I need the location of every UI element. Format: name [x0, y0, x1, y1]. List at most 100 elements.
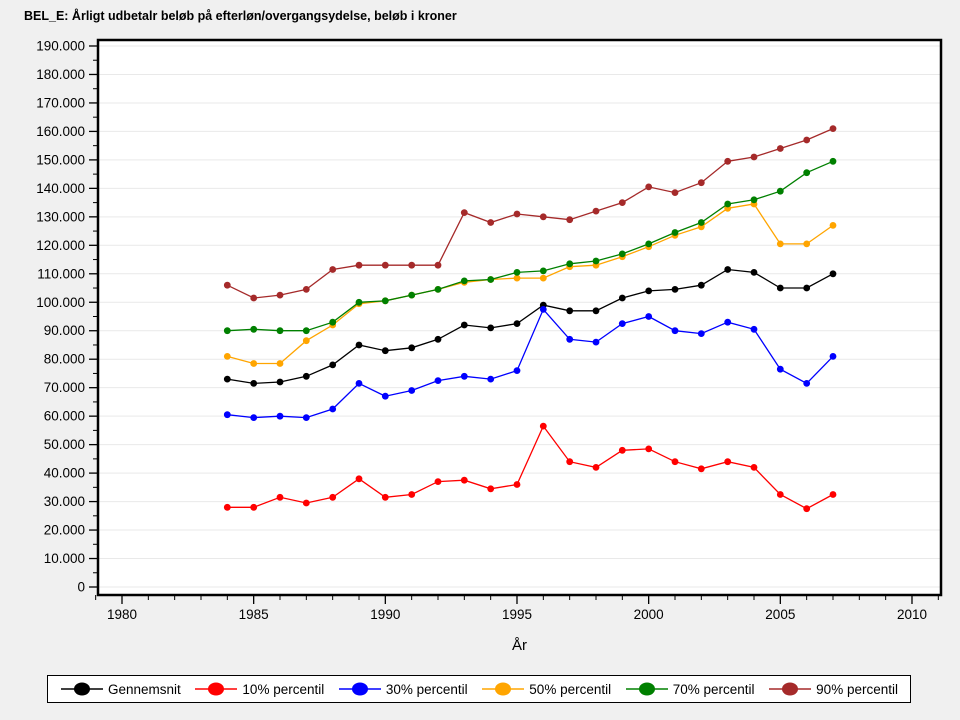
series-point-30-percentil [223, 411, 231, 419]
series-point-70-percentil [329, 318, 337, 326]
y-tick-label: 120.000 [36, 238, 85, 253]
legend-label: Gennemsnit [108, 681, 181, 697]
series-point-70-percentil [460, 277, 468, 285]
series-point-10-percentil [697, 465, 705, 473]
series-point-gennemsnit [566, 307, 574, 315]
series-point-90-percentil [434, 261, 442, 269]
series-point-90-percentil [460, 209, 468, 217]
series-point-10-percentil [750, 464, 758, 471]
series-point-10-percentil [592, 464, 600, 471]
series-point-10-percentil [460, 476, 468, 484]
series-point-70-percentil [381, 297, 389, 305]
series-point-30-percentil [671, 327, 679, 335]
series-point-gennemsnit [460, 321, 468, 329]
series-point-gennemsnit [592, 307, 600, 315]
series-point-70-percentil [671, 229, 679, 236]
series-point-30-percentil [724, 318, 732, 326]
series-point-10-percentil [381, 493, 389, 501]
series-point-70-percentil [803, 169, 811, 177]
legend-item-gennemsnit: Gennemsnit [60, 681, 181, 697]
y-tick-label: 30.000 [44, 494, 85, 509]
series-point-30-percentil [645, 313, 653, 320]
legend-marker-icon [482, 682, 525, 696]
series-point-gennemsnit [829, 270, 837, 278]
series-point-50-percentil [513, 274, 521, 282]
series-line-10-percentil [227, 424, 834, 510]
series-point-90-percentil [671, 189, 679, 197]
y-tick-label: 90.000 [44, 323, 85, 338]
series-point-30-percentil [329, 405, 337, 413]
series-point-70-percentil [276, 327, 284, 335]
series-point-30-percentil [434, 377, 442, 384]
series-point-30-percentil [355, 380, 363, 387]
y-tick-label: 190.000 [36, 38, 85, 53]
series-point-70-percentil [539, 267, 547, 275]
series-point-70-percentil [408, 291, 416, 299]
x-axis-label: År [512, 637, 527, 654]
series-point-50-percentil [803, 240, 811, 248]
series-point-90-percentil [750, 153, 758, 161]
y-tick-label: 20.000 [44, 523, 85, 538]
series-point-90-percentil [592, 207, 600, 215]
series-point-50-percentil [539, 274, 547, 282]
series-point-70-percentil [592, 257, 600, 265]
y-tick-label: 50.000 [44, 437, 85, 452]
legend-marker-icon [769, 682, 812, 696]
series-point-30-percentil [513, 367, 521, 374]
series-point-10-percentil [724, 458, 732, 466]
series-point-10-percentil [645, 445, 653, 453]
series-point-90-percentil [776, 145, 784, 152]
series-point-30-percentil [408, 387, 416, 394]
series-point-90-percentil [329, 266, 337, 273]
series-point-gennemsnit [724, 266, 732, 273]
series-point-70-percentil [487, 276, 495, 283]
series-point-90-percentil [250, 294, 258, 302]
series-point-10-percentil [618, 446, 626, 454]
series-point-70-percentil [434, 286, 442, 293]
series-point-gennemsnit [487, 324, 495, 332]
series-point-10-percentil [223, 503, 231, 511]
series-point-10-percentil [487, 485, 495, 493]
legend-item-30-percentil: 30% percentil [338, 681, 468, 697]
series-point-10-percentil [829, 491, 837, 498]
legend-marker-icon [625, 682, 668, 696]
series-point-10-percentil [355, 475, 363, 483]
series-point-10-percentil [329, 493, 337, 501]
series-point-gennemsnit [381, 347, 389, 355]
x-tick-label: 2010 [897, 607, 927, 622]
x-tick-label: 2000 [634, 607, 664, 622]
x-tick-label: 2005 [765, 607, 795, 622]
y-tick-label: 130.000 [36, 209, 85, 224]
series-point-70-percentil [566, 260, 574, 268]
y-tick-label: 160.000 [36, 124, 85, 139]
series-point-90-percentil [223, 281, 231, 289]
series-point-30-percentil [750, 325, 758, 333]
legend-marker-icon [61, 682, 103, 696]
series-point-gennemsnit [250, 380, 258, 387]
x-tick-label: 1995 [502, 607, 532, 622]
series-point-gennemsnit [434, 335, 442, 343]
series-point-70-percentil [697, 219, 705, 226]
series-point-gennemsnit [697, 281, 705, 289]
series-point-50-percentil [829, 222, 837, 229]
y-tick-label: 10.000 [44, 551, 85, 566]
series-point-90-percentil [697, 179, 705, 187]
series-point-70-percentil [513, 269, 521, 276]
series-point-30-percentil [697, 330, 705, 337]
series-point-gennemsnit [513, 320, 521, 327]
series-point-70-percentil [355, 298, 363, 306]
series-point-90-percentil [408, 261, 416, 269]
y-tick-label: 70.000 [44, 380, 85, 395]
series-point-30-percentil [302, 414, 310, 421]
series-point-10-percentil [539, 422, 547, 430]
series-point-30-percentil [592, 338, 600, 346]
legend-item-50-percentil: 50% percentil [481, 681, 611, 697]
series-point-50-percentil [223, 353, 231, 360]
series-point-30-percentil [381, 392, 389, 400]
series-point-70-percentil [223, 327, 231, 335]
series-point-10-percentil [803, 505, 811, 513]
y-tick-label: 170.000 [36, 95, 85, 110]
y-tick-label: 0 [77, 580, 85, 595]
series-point-10-percentil [566, 458, 574, 466]
